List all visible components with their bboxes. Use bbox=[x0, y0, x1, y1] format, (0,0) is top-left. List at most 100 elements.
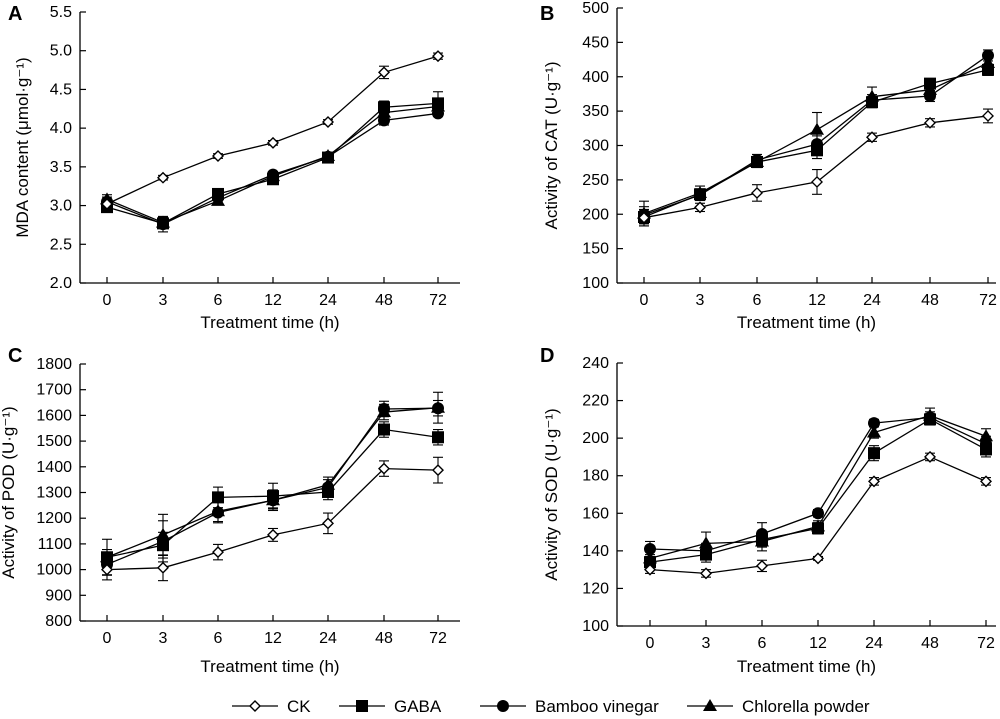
data-point bbox=[157, 171, 169, 184]
x-tick-label: 24 bbox=[865, 635, 883, 652]
data-point bbox=[923, 408, 937, 421]
data-point bbox=[321, 477, 335, 490]
data-point bbox=[811, 519, 825, 532]
x-axis-label: Treatment time (h) bbox=[737, 657, 876, 676]
y-tick-label: 200 bbox=[582, 206, 609, 223]
y-tick-label: 100 bbox=[582, 618, 609, 635]
series-gaba bbox=[101, 91, 444, 230]
data-point bbox=[212, 150, 224, 163]
y-tick-label: 900 bbox=[45, 587, 72, 604]
x-tick-label: 6 bbox=[753, 292, 762, 309]
panel-label: C bbox=[8, 345, 22, 367]
legend-item-ck: CK bbox=[232, 697, 311, 716]
data-point bbox=[866, 131, 878, 144]
y-axis-label: Activity of SOD (U·g⁻¹) bbox=[542, 408, 561, 580]
x-tick-label: 6 bbox=[214, 630, 223, 647]
data-point bbox=[378, 66, 390, 79]
data-point bbox=[643, 551, 657, 564]
y-tick-label: 1300 bbox=[36, 485, 72, 502]
data-point bbox=[432, 431, 444, 444]
data-point bbox=[694, 201, 706, 214]
x-tick-label: 12 bbox=[264, 292, 282, 309]
data-point bbox=[101, 563, 113, 576]
legend-label: Bamboo vinegar bbox=[535, 697, 659, 716]
y-tick-label: 250 bbox=[582, 172, 609, 189]
data-point bbox=[924, 116, 936, 129]
data-point bbox=[212, 546, 224, 559]
y-tick-label: 1200 bbox=[36, 510, 72, 527]
data-point bbox=[432, 464, 444, 477]
data-point bbox=[156, 527, 170, 540]
legend-item-bamboo-vinegar: Bamboo vinegar bbox=[480, 697, 659, 716]
data-point bbox=[431, 99, 445, 112]
chart-panel-a: A 2.0 2.5 3.0 3.5 4.0 4.5 5.0 5.5 0 3 6 12 24 48 72 Trea… bbox=[8, 3, 460, 332]
y-tick-label: 200 bbox=[582, 430, 609, 447]
x-tick-label: 3 bbox=[696, 292, 705, 309]
panel-label: A bbox=[8, 3, 22, 25]
series-ck bbox=[638, 108, 994, 227]
x-tick-label: 24 bbox=[319, 630, 337, 647]
legend-label: GABA bbox=[394, 697, 442, 716]
x-tick-label: 48 bbox=[375, 630, 393, 647]
data-point bbox=[211, 504, 225, 517]
data-point bbox=[812, 552, 824, 565]
y-tick-label: 1000 bbox=[36, 562, 72, 579]
legend-marker bbox=[356, 700, 368, 712]
data-point bbox=[693, 185, 707, 198]
y-tick-label: 2.5 bbox=[50, 236, 72, 253]
data-point bbox=[756, 559, 768, 572]
x-tick-label: 12 bbox=[809, 635, 827, 652]
y-axis-label: Activity of CAT (U·g⁻¹) bbox=[542, 62, 561, 230]
series-bamboo-vinegar bbox=[644, 411, 992, 559]
legend-item-gaba: GABA bbox=[339, 697, 442, 716]
data-point bbox=[378, 423, 390, 436]
x-tick-label: 24 bbox=[319, 292, 337, 309]
data-point bbox=[156, 215, 170, 228]
y-tick-label: 400 bbox=[582, 69, 609, 86]
data-point bbox=[431, 400, 445, 413]
data-point bbox=[812, 507, 824, 520]
y-tick-label: 1500 bbox=[36, 433, 72, 450]
data-point bbox=[267, 528, 279, 541]
series-line bbox=[649, 418, 987, 563]
data-point bbox=[700, 567, 712, 580]
panel-label: B bbox=[540, 3, 554, 25]
series-chlorella-powder bbox=[637, 55, 995, 227]
y-tick-label: 100 bbox=[582, 275, 609, 292]
data-point bbox=[980, 475, 992, 488]
y-tick-label: 1100 bbox=[38, 536, 73, 553]
x-tick-label: 48 bbox=[375, 292, 393, 309]
x-axis-label: Treatment time (h) bbox=[200, 657, 339, 676]
x-tick-label: 12 bbox=[808, 292, 826, 309]
y-axis-label: MDA content (μmol·g⁻¹) bbox=[13, 57, 32, 237]
legend-label: CK bbox=[287, 697, 311, 716]
series-bamboo-vinegar bbox=[101, 107, 444, 233]
data-point bbox=[638, 211, 650, 224]
data-point bbox=[979, 429, 993, 442]
y-tick-label: 1800 bbox=[36, 356, 72, 373]
y-tick-label: 160 bbox=[582, 505, 609, 522]
data-point bbox=[867, 425, 881, 438]
y-tick-label: 220 bbox=[582, 393, 609, 410]
data-point bbox=[101, 198, 113, 211]
y-tick-label: 5.0 bbox=[50, 43, 72, 60]
x-tick-label: 0 bbox=[103, 630, 112, 647]
series-chlorella-powder bbox=[643, 407, 993, 571]
data-point bbox=[868, 447, 880, 460]
panel-label: D bbox=[540, 345, 554, 367]
data-point bbox=[810, 122, 824, 135]
y-tick-label: 3.0 bbox=[50, 198, 72, 215]
chart-panel-c: C 800 900 1000 1100 1200 1300 1400 1500 1600 1700 1… bbox=[0, 345, 460, 676]
data-point bbox=[267, 136, 279, 149]
x-axis-label: Treatment time (h) bbox=[737, 313, 876, 332]
y-tick-label: 240 bbox=[582, 355, 609, 372]
legend: CK GABA Bamboo vinegar Chlorella powder bbox=[232, 697, 870, 716]
legend-marker bbox=[703, 699, 717, 711]
x-tick-label: 3 bbox=[159, 292, 168, 309]
data-point bbox=[266, 169, 280, 182]
series-ck bbox=[101, 50, 444, 211]
legend-item-chlorella-powder: Chlorella powder bbox=[687, 697, 870, 716]
x-tick-label: 0 bbox=[103, 292, 112, 309]
series-ck bbox=[101, 456, 444, 582]
